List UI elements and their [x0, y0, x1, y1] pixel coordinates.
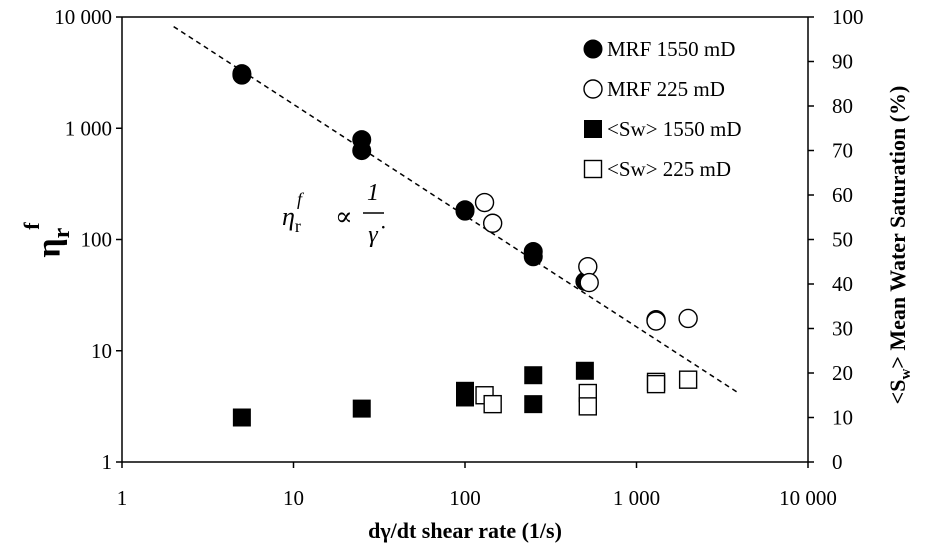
x-axis-title: dγ/dt shear rate (1/s): [368, 518, 562, 543]
formula-numerator: 1: [367, 180, 379, 206]
formula-eta: η: [282, 202, 295, 231]
y-right-tick-label: 20: [832, 361, 853, 385]
formula-eta-sub: r: [295, 216, 301, 236]
legend-label-0: MRF 1550 mD: [607, 37, 735, 61]
legend-label-3: <Sw> 225 mD: [607, 157, 731, 181]
series-0-point: [232, 64, 252, 84]
y-right-tick-label: 60: [832, 183, 853, 207]
y-right-tick-label: 50: [832, 228, 853, 252]
y-right-tick-label: 40: [832, 272, 853, 296]
y-left-tick-label: 10 000: [54, 5, 112, 29]
series-0-point: [352, 141, 372, 161]
series-1-point: [579, 272, 599, 293]
y-right-tick-label: 0: [832, 450, 843, 474]
y-right-tick-label: 70: [832, 139, 853, 163]
legend-label-1: MRF 225 mD: [607, 77, 725, 101]
legend-label-2: <Sw> 1550 mD: [607, 117, 742, 141]
y-right-title-pre: <S: [885, 380, 910, 405]
axis-tick-labels: 1 10 100 1 000 10 000 1 10 100 1 000 10 000 0 10 20 3…: [54, 5, 863, 510]
y-left-tick-label: 10: [91, 339, 112, 363]
formula-eta-sup: f: [297, 189, 305, 209]
series-3-point: [678, 370, 698, 389]
y-left-tick-label: 1: [102, 450, 113, 474]
series-0-point: [523, 247, 543, 267]
series-2-point: [232, 408, 251, 427]
y-right-tick-label: 30: [832, 317, 853, 341]
x-tick-label: 100: [449, 486, 481, 510]
legend-marker-1: [583, 79, 603, 99]
series-1-point: [482, 213, 503, 233]
series-2-point: [456, 388, 474, 407]
y-right-tick-label: 90: [832, 50, 853, 74]
y-left-tick-label: 1 000: [65, 116, 112, 140]
legend-marker-3: [583, 159, 603, 179]
x-tick-label: 10 000: [779, 486, 837, 510]
y-right-tick-label: 100: [832, 5, 864, 29]
y-axis-left-title: ηrf: [19, 222, 75, 258]
legend-marker-2: [584, 120, 602, 138]
series-3-point: [646, 374, 666, 394]
series-1-point: [578, 256, 598, 277]
series-1-point: [474, 192, 495, 213]
y-left-tick-label: 100: [81, 228, 113, 252]
y-left-title-base: η: [31, 238, 68, 257]
series-3-point: [483, 394, 502, 414]
series-2-point: [524, 395, 543, 414]
series-3-point: [578, 397, 597, 416]
y-right-tick-label: 10: [832, 406, 853, 430]
legend: MRF 1550 mD MRF 225 mD <Sw> 1550 mD <Sw> 22…: [583, 37, 742, 181]
series-2-point: [352, 399, 371, 418]
axis-ticks: [116, 16, 814, 468]
series-1-point: [678, 308, 698, 329]
series-2-point: [575, 361, 594, 380]
series-2-point: [524, 366, 543, 385]
x-tick-label: 10: [283, 486, 304, 510]
y-left-title-sub: r: [49, 227, 75, 238]
x-tick-label: 1 000: [613, 486, 660, 510]
data-markers: [232, 64, 698, 427]
y-right-title-post: > Mean Water Saturation (%): [885, 86, 910, 369]
series-1-point: [646, 311, 666, 331]
y-left-title-sup: f: [19, 222, 44, 230]
y-right-title-sub: w: [898, 369, 914, 380]
formula-proportional: ∝: [335, 202, 353, 231]
formula-lhs: ηr: [282, 202, 301, 236]
series-0-point: [455, 201, 475, 221]
x-tick-label: 1: [117, 486, 128, 510]
legend-marker-0: [583, 39, 603, 59]
y-axis-right-title: <Sw> Mean Water Saturation (%): [885, 86, 914, 405]
y-right-tick-label: 80: [832, 94, 853, 118]
